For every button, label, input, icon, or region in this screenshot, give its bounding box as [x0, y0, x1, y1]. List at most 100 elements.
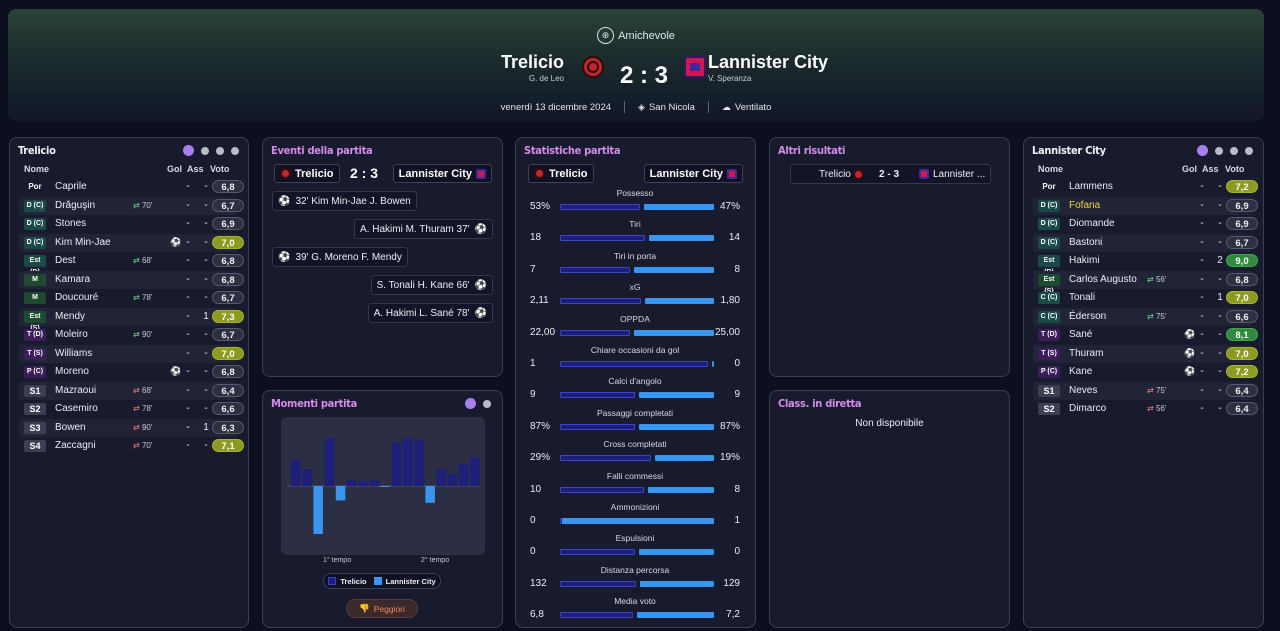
player-name[interactable]: Neves	[1069, 384, 1098, 396]
page-dot-active[interactable]	[465, 398, 476, 409]
assists-value: 2	[1217, 255, 1223, 266]
player-row[interactable]: Est (S) Mendy - 1 7,3	[19, 307, 244, 332]
player-row[interactable]: T (D) Moleiro ⇄ 90' - -6,7	[19, 326, 244, 345]
player-row[interactable]: Est (S) Carlos Augusto ⇄ 56' - -6,8	[1033, 270, 1258, 295]
player-name[interactable]: Dimarco	[1069, 403, 1107, 414]
player-row[interactable]: Por Lammens - -7,2	[1033, 178, 1258, 197]
player-name[interactable]: Casemiro	[55, 403, 98, 414]
player-name[interactable]: Carlos Augusto	[1069, 273, 1137, 285]
stat-home-bar	[560, 329, 631, 336]
player-name[interactable]: Mazraoui	[55, 384, 97, 396]
player-name[interactable]: Stones	[55, 218, 87, 229]
goal-event[interactable]: ⚽ 32' Kim Min-Jae J. Bowen	[272, 191, 417, 211]
player-name[interactable]: Kane	[1069, 366, 1093, 377]
player-name[interactable]: Dest	[55, 255, 76, 266]
rating-badge: 6,8	[212, 254, 244, 267]
page-dot[interactable]	[1215, 146, 1223, 155]
player-name[interactable]: Tonali	[1069, 292, 1096, 303]
player-name[interactable]: Williams	[55, 347, 93, 359]
page-dot[interactable]	[216, 146, 224, 155]
player-name[interactable]: Moreno	[55, 366, 89, 377]
momentum-legend: Trelicio Lannister City	[323, 573, 441, 589]
player-name[interactable]: Sané	[1069, 329, 1093, 340]
away-crest-icon[interactable]	[684, 56, 706, 78]
player-row[interactable]: S1 Mazraoui ⇄ 68' - -6,4	[19, 381, 244, 400]
player-row[interactable]: P (C) Moreno ⚽ - -6,8	[19, 363, 244, 382]
player-row[interactable]: M Kamara - -6,8	[19, 270, 244, 289]
player-row[interactable]: Por Caprile - -6,8	[19, 178, 244, 197]
page-dot[interactable]	[483, 399, 491, 408]
player-row[interactable]: Est (D) Hakimi - 29,0	[1033, 252, 1258, 276]
player-name[interactable]: Fofana	[1069, 199, 1101, 211]
page-dot[interactable]	[1245, 146, 1253, 155]
player-row[interactable]: C (C) Tonali - 1 7,0	[1033, 289, 1258, 308]
rating-badge: 7,0	[1226, 291, 1258, 304]
competition[interactable]: ⊕ Amichevole	[8, 27, 1264, 44]
goal-event[interactable]: A. Hakimi M. Thuram 37' ⚽	[354, 219, 493, 239]
stats-home-team[interactable]: Trelicio	[528, 164, 594, 183]
player-name[interactable]: Zaccagni	[55, 440, 96, 451]
player-name[interactable]: Kamara	[55, 273, 91, 285]
player-name[interactable]: Kim Min-Jae	[55, 236, 111, 248]
player-name[interactable]: Bastoni	[1069, 236, 1103, 248]
player-row[interactable]: T (S) Thuram ⚽ - -7,0	[1033, 344, 1258, 363]
player-name[interactable]: Éderson	[1069, 310, 1107, 322]
player-row[interactable]: S2 Casemiro ⇄ 78' - -6,6	[19, 400, 244, 419]
player-row[interactable]: M Doucouré ⇄ 78' - -6,7	[19, 289, 244, 308]
page-dot[interactable]	[231, 146, 239, 155]
player-row[interactable]: P (C) Kane ⚽ - -7,2	[1033, 363, 1258, 382]
page-dot-active[interactable]	[1197, 145, 1208, 156]
player-row[interactable]: D (C) Stones - -6,9	[19, 215, 244, 234]
player-name[interactable]: Bowen	[55, 421, 86, 433]
page-dot[interactable]	[1230, 146, 1238, 155]
player-row[interactable]: D (C) Fofana - -6,9	[1033, 196, 1258, 215]
stadium-name[interactable]: San Nicola	[648, 101, 695, 113]
player-row[interactable]: Est (D)Dest⇄ 68'--6,8	[19, 252, 244, 276]
worst-button[interactable]: 👎 Peggiori	[346, 599, 418, 618]
page-dot-active[interactable]	[183, 145, 194, 156]
player-row[interactable]: S1 Neves ⇄ 75' - -6,4	[1033, 381, 1258, 400]
player-row[interactable]: S4 Zaccagni ⇄ 70' - -7,1	[19, 437, 244, 456]
player-name[interactable]: Lammens	[1069, 181, 1113, 192]
home-crest-icon[interactable]	[582, 56, 604, 78]
assists-value: -	[204, 366, 208, 377]
player-name[interactable]: Mendy	[55, 310, 86, 322]
player-name[interactable]: Doucouré	[55, 292, 99, 303]
player-row[interactable]: D (C) Kim Min-Jae ⚽ - -7,0	[19, 233, 244, 252]
assists-value: -	[204, 292, 208, 303]
momentum-chart[interactable]	[281, 417, 485, 555]
player-row[interactable]: S3 Bowen ⇄ 90' - 1 6,3	[19, 418, 244, 437]
player-row[interactable]: C (C) Éderson ⇄ 75' - -6,6	[1033, 307, 1258, 326]
events-away-team[interactable]: Lannister City	[392, 164, 492, 183]
away-team-name[interactable]: Lannister City	[708, 52, 829, 72]
player-row[interactable]: S2 Dimarco ⇄ 56' - -6,4	[1033, 400, 1258, 419]
goal-event[interactable]: S. Tonali H. Kane 66' ⚽	[370, 275, 493, 295]
away-team-block[interactable]: Lannister City V. Speranza	[708, 52, 828, 83]
player-name[interactable]: Caprile	[55, 181, 87, 192]
goals-value: -	[1200, 181, 1204, 192]
player-name[interactable]: Drăguşin	[55, 199, 96, 211]
home-player-list: Por Caprile - -6,8 D (C) Drăguşin ⇄ 70' - -6,7 D …	[19, 178, 244, 456]
page-dot[interactable]	[201, 146, 209, 155]
player-row[interactable]: T (S) Williams - -7,0	[19, 344, 244, 363]
home-team-block[interactable]: Trelicio G. de Leo	[501, 52, 564, 83]
player-row[interactable]: T (D) Sané ⚽ - -8,1	[1033, 326, 1258, 345]
stats-away-team[interactable]: Lannister City	[643, 164, 743, 183]
events-home-team[interactable]: Trelicio	[274, 164, 340, 183]
result-row[interactable]: Trelicio 2 - 3 Lannister ...	[790, 164, 991, 184]
home-team-name[interactable]: Trelicio	[500, 52, 564, 72]
goal-event[interactable]: ⚽ 39' G. Moreno F. Mendy	[272, 247, 408, 267]
momentum-bar	[414, 440, 424, 486]
player-row[interactable]: D (C) Diomande - -6,9	[1033, 215, 1258, 234]
goal-event[interactable]: A. Hakimi L. Sané 78' ⚽	[367, 303, 493, 323]
player-name[interactable]: Thuram	[1069, 347, 1104, 359]
player-name[interactable]: Diomande	[1069, 218, 1115, 229]
away-manager[interactable]: V. Speranza	[708, 74, 752, 83]
player-name[interactable]: Hakimi	[1069, 255, 1100, 266]
home-lineup-title: Trelicio	[18, 144, 56, 157]
home-manager[interactable]: G. de Leo	[528, 74, 564, 83]
player-row[interactable]: D (C) Drăguşin ⇄ 70' - -6,7	[19, 196, 244, 215]
goal-ball-icon: ⚽	[474, 307, 487, 319]
player-row[interactable]: D (C) Bastoni - -6,7	[1033, 233, 1258, 252]
player-name[interactable]: Moleiro	[55, 329, 88, 340]
